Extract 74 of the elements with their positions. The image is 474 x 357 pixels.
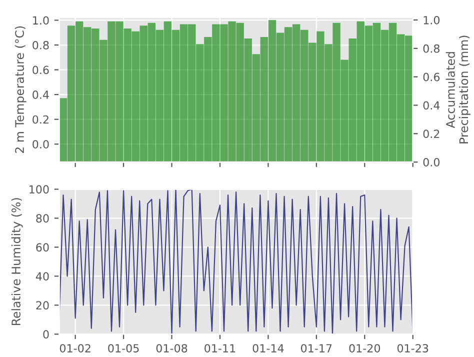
bar [308,42,316,162]
bar [236,22,244,162]
x-tick-label: 01-11 [204,344,236,352]
y2-tick-label: 0.6 [423,72,440,82]
bar [260,37,268,162]
bar [316,31,324,162]
bar [372,22,381,162]
bar [220,24,228,162]
bar [156,30,164,162]
bar [148,22,156,162]
y-tick-label: 1.0 [33,16,49,25]
bar [332,22,340,162]
bar [324,44,332,162]
bar [164,21,172,162]
bar [252,54,260,162]
x-tick-label: 01-14 [252,344,284,352]
bar [244,38,252,162]
y-tick-label: 0.4 [32,90,49,99]
x-tick-label: 01-05 [108,344,139,352]
bar [108,21,116,162]
y-tick-label: 0 [43,330,49,339]
y-tick-label: 80 [36,214,49,223]
bar [292,24,300,162]
bar [396,34,405,162]
bar [59,98,68,162]
bar [92,28,100,162]
x-tick-label: 01-17 [301,344,332,352]
bar [276,32,284,162]
bar [140,26,148,162]
y2-tick-label: 0.2 [423,130,440,138]
bar [100,40,108,162]
bar [228,21,236,162]
y2-tick-label: 0.4 [423,101,440,110]
y-tick-label: 0.8 [32,40,49,50]
bar [196,44,204,162]
x-tick-label: 01-02 [60,344,90,352]
bar [404,36,413,162]
bar [380,30,389,162]
bar [180,24,188,162]
y-axis-title: 2 m Temperature (°C) [14,26,26,153]
y2-tick-label: 0.8 [423,44,440,53]
bar [67,26,76,162]
bar [84,27,92,162]
y-tick-label: 100 [30,185,49,194]
bar [348,38,356,162]
bar [268,20,276,162]
y-tick-label: 0.0 [32,140,49,148]
y-tick-label: 60 [36,243,49,252]
y2-axis-title: Accumulated Precipitation (mm) [446,36,470,144]
bar [364,26,373,162]
y2-tick-label: 1.0 [424,16,440,24]
bar [340,60,348,162]
bar [116,21,124,162]
y2-tick-label: 0.0 [423,158,440,166]
bar [75,21,84,162]
x-tick-label: 01-20 [349,344,380,352]
bar [284,27,292,162]
bar [188,24,196,162]
bar [388,22,397,162]
y-axis-title: Relative Humidity (%) [11,198,23,326]
x-tick-label: 01-23 [397,344,428,352]
bar [300,30,308,162]
x-tick-label: 01-08 [156,344,188,352]
bar [132,31,140,162]
line-series [59,189,413,334]
y-tick-label: 0.6 [32,66,49,74]
y-tick-label: 40 [36,272,49,281]
bar [204,37,212,162]
y-tick-label: 20 [36,301,49,310]
bar [172,30,180,162]
bar [124,28,132,162]
y-tick-label: 0.2 [32,115,48,124]
bar [356,21,364,162]
bar [212,24,220,162]
